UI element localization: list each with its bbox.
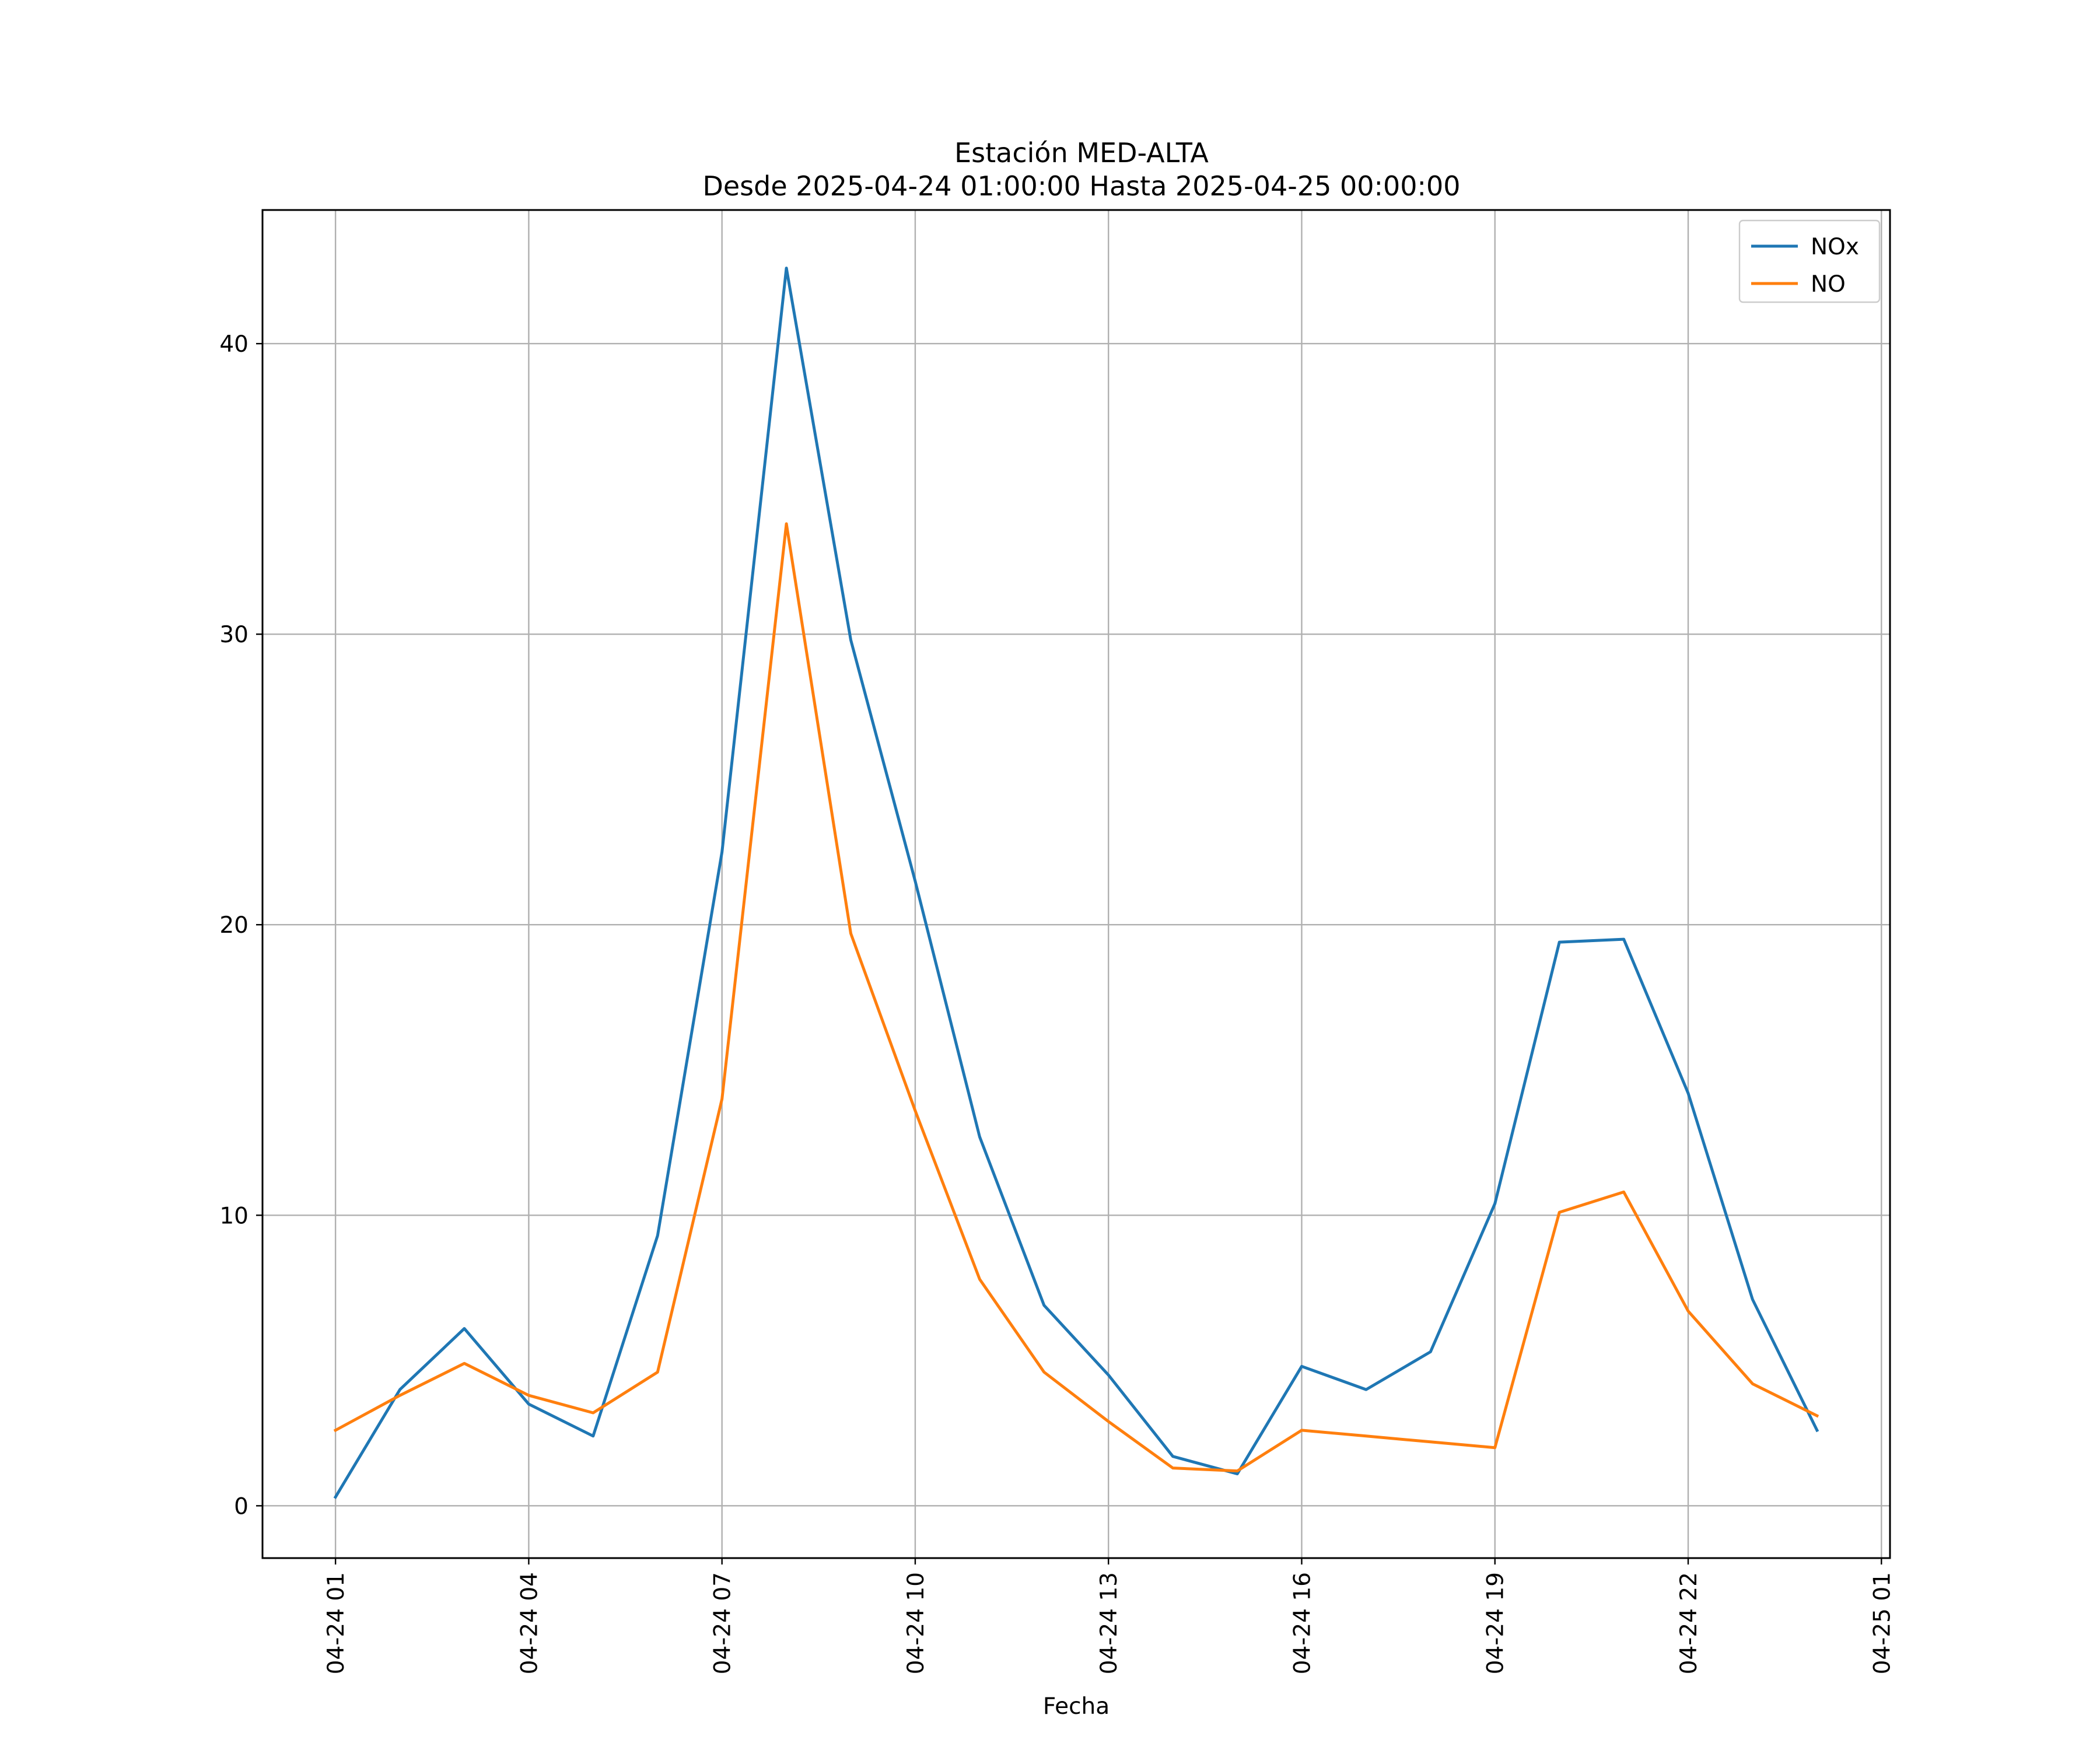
y-tick-label: 30 — [219, 622, 249, 648]
legend: NOx NO — [1738, 219, 1881, 303]
x-tick-label: 04-24 07 — [710, 1572, 736, 1674]
series-line-no — [333, 522, 1819, 1473]
grid-layer — [262, 210, 1890, 1558]
plot-frame — [261, 209, 1891, 1559]
x-tick-label: 04-25 01 — [1869, 1572, 1895, 1674]
legend-label: NO — [1811, 271, 1846, 298]
y-tick-label: 20 — [219, 912, 249, 939]
legend-label: NOx — [1811, 234, 1859, 260]
x-tick-label: 04-24 01 — [323, 1572, 349, 1674]
x-tick-label: 04-24 04 — [516, 1572, 542, 1674]
x-tick-label: 04-24 19 — [1483, 1572, 1509, 1674]
x-tick-label: 04-24 10 — [903, 1572, 929, 1674]
series-layer — [333, 267, 1819, 1499]
series-line-nox — [333, 267, 1819, 1499]
x-tick-label: 04-24 16 — [1289, 1572, 1315, 1674]
x-tick-label: 04-24 13 — [1096, 1572, 1122, 1674]
legend-box — [1738, 219, 1881, 303]
ticks-layer: 0 10 20 30 40 04-24 01 04-24 04 04-24 07 04-24 1… — [219, 331, 1895, 1674]
chart-title: Estación MED-ALTA — [954, 137, 1209, 169]
y-tick-label: 40 — [219, 331, 249, 358]
y-tick-label: 0 — [234, 1493, 249, 1520]
x-tick-label: 04-24 22 — [1676, 1572, 1702, 1674]
x-axis-label: Fecha — [1043, 1693, 1110, 1720]
chart-subtitle: Desde 2025-04-24 01:00:00 Hasta 2025-04-… — [702, 170, 1460, 202]
y-tick-label: 10 — [219, 1203, 249, 1229]
